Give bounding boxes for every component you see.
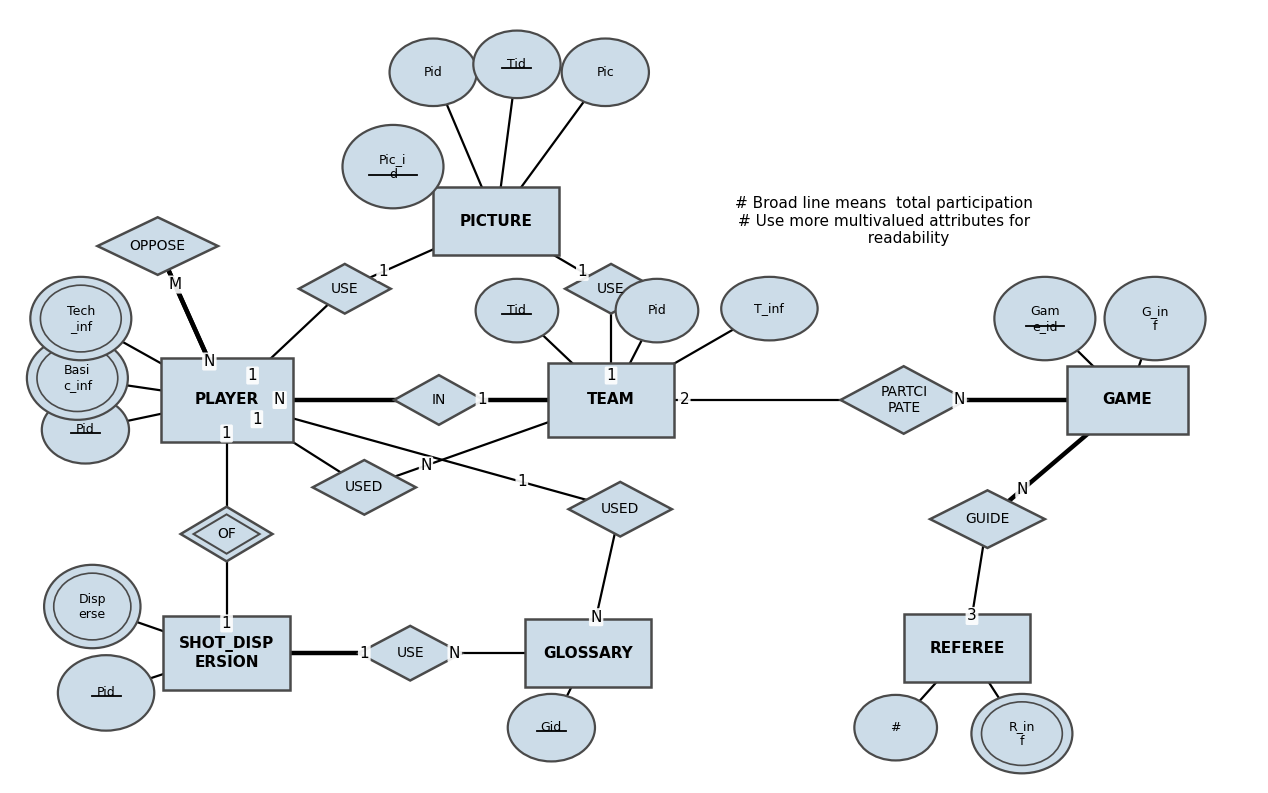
Ellipse shape	[473, 31, 560, 98]
Polygon shape	[299, 264, 391, 313]
Text: GUIDE: GUIDE	[965, 512, 1009, 526]
FancyBboxPatch shape	[1068, 366, 1188, 434]
Text: 1: 1	[360, 646, 369, 661]
Text: Pid: Pid	[76, 423, 95, 436]
Text: Tid: Tid	[507, 304, 526, 317]
Ellipse shape	[27, 336, 128, 419]
Text: Pic: Pic	[596, 66, 614, 79]
Text: 1: 1	[222, 616, 231, 631]
Text: Tid: Tid	[507, 58, 526, 71]
Text: IN: IN	[431, 393, 446, 407]
Text: 1: 1	[606, 368, 616, 383]
Text: GLOSSARY: GLOSSARY	[543, 646, 633, 661]
Ellipse shape	[721, 277, 818, 340]
Polygon shape	[194, 515, 260, 554]
Text: USE: USE	[331, 282, 359, 296]
Polygon shape	[841, 366, 966, 434]
Ellipse shape	[42, 396, 129, 464]
Text: Disp
erse: Disp erse	[79, 592, 107, 620]
FancyBboxPatch shape	[525, 619, 652, 687]
Text: USE: USE	[397, 646, 424, 661]
FancyBboxPatch shape	[434, 187, 559, 255]
Polygon shape	[931, 490, 1045, 548]
Text: Basi
c_inf: Basi c_inf	[63, 364, 93, 392]
Text: PARTCI
PATE: PARTCI PATE	[880, 385, 927, 415]
FancyBboxPatch shape	[904, 615, 1030, 682]
Ellipse shape	[507, 694, 595, 761]
Ellipse shape	[855, 695, 937, 760]
Text: R_in
f: R_in f	[1009, 719, 1035, 748]
Ellipse shape	[971, 694, 1073, 773]
Text: Gam
e_id: Gam e_id	[1030, 305, 1060, 332]
Text: OF: OF	[217, 527, 236, 541]
Text: # Broad line means  total participation
# Use more multivalued attributes for
  : # Broad line means total participation #…	[735, 197, 1033, 246]
Text: REFEREE: REFEREE	[929, 641, 1004, 656]
Ellipse shape	[994, 277, 1096, 360]
Text: 1: 1	[378, 264, 388, 279]
Text: SHOT_DISP
ERSION: SHOT_DISP ERSION	[179, 637, 274, 670]
Ellipse shape	[30, 277, 132, 360]
Polygon shape	[568, 482, 672, 537]
Text: 1: 1	[222, 426, 231, 441]
FancyBboxPatch shape	[161, 358, 293, 442]
Polygon shape	[394, 375, 483, 425]
Polygon shape	[180, 507, 273, 561]
Text: 2: 2	[680, 393, 689, 408]
Text: 1: 1	[517, 474, 526, 489]
Text: N: N	[1017, 482, 1028, 497]
Text: N: N	[591, 610, 602, 625]
Ellipse shape	[562, 39, 649, 106]
Ellipse shape	[981, 702, 1063, 765]
Ellipse shape	[53, 573, 131, 640]
Text: 1: 1	[252, 412, 261, 427]
Polygon shape	[98, 217, 218, 275]
Text: T_inf: T_inf	[754, 302, 785, 315]
Ellipse shape	[476, 279, 558, 343]
Text: USED: USED	[345, 481, 383, 494]
Polygon shape	[566, 264, 657, 313]
Text: Pic_i
d: Pic_i d	[379, 152, 407, 181]
Text: 1: 1	[247, 368, 257, 383]
Ellipse shape	[41, 285, 122, 352]
Ellipse shape	[1104, 277, 1206, 360]
Text: PLAYER: PLAYER	[194, 393, 259, 408]
Text: 1: 1	[577, 264, 587, 279]
Text: Gid: Gid	[540, 721, 562, 734]
Ellipse shape	[342, 125, 444, 209]
Ellipse shape	[389, 39, 477, 106]
Text: N: N	[420, 458, 431, 473]
Ellipse shape	[37, 345, 118, 412]
Text: #: #	[890, 721, 902, 734]
Text: USE: USE	[597, 282, 625, 296]
Polygon shape	[313, 460, 416, 515]
Text: USED: USED	[601, 502, 639, 516]
Text: Pid: Pid	[424, 66, 443, 79]
FancyBboxPatch shape	[548, 362, 675, 437]
Polygon shape	[359, 626, 462, 680]
Text: Pid: Pid	[96, 687, 115, 699]
Text: TEAM: TEAM	[587, 393, 635, 408]
Text: Tech
_inf: Tech _inf	[67, 305, 95, 332]
Ellipse shape	[44, 565, 141, 648]
Text: 1: 1	[477, 393, 487, 408]
Text: GAME: GAME	[1103, 393, 1153, 408]
Text: PICTURE: PICTURE	[460, 214, 533, 228]
Text: G_in
f: G_in f	[1141, 305, 1169, 332]
Text: N: N	[274, 393, 285, 408]
Text: Pid: Pid	[648, 304, 666, 317]
Text: M: M	[169, 277, 181, 292]
Text: 3: 3	[967, 608, 976, 623]
FancyBboxPatch shape	[164, 616, 289, 691]
Text: N: N	[204, 354, 216, 369]
Text: OPPOSE: OPPOSE	[129, 239, 185, 253]
Text: N: N	[449, 646, 460, 661]
Text: N: N	[954, 393, 965, 408]
Ellipse shape	[58, 655, 155, 730]
Ellipse shape	[616, 279, 699, 343]
